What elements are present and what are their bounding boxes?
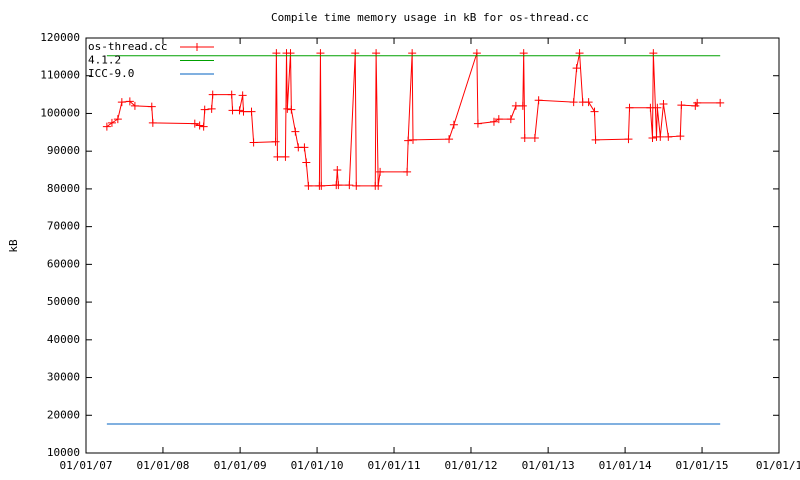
point-marker (148, 118, 157, 127)
point-marker (287, 105, 296, 114)
point-marker (404, 136, 413, 145)
point-marker (648, 133, 657, 142)
point-marker (125, 97, 134, 106)
point-marker (117, 98, 126, 107)
point-marker (656, 132, 665, 141)
x-tick-label: 01/01/12 (444, 459, 497, 472)
point-marker (449, 120, 458, 129)
legend-marker (193, 43, 201, 51)
point-marker (352, 181, 361, 190)
point-marker (107, 118, 116, 127)
x-tick-label: 01/01/07 (60, 459, 113, 472)
legend-label: os-thread.cc (88, 40, 167, 53)
x-tick-label: 01/01/13 (522, 459, 575, 472)
y-tick-label: 20000 (47, 408, 80, 421)
x-tick-label: 01/01/11 (368, 459, 421, 472)
plot-frame (85, 37, 780, 454)
point-marker (646, 103, 655, 112)
point-marker (345, 181, 354, 190)
point-marker (625, 103, 634, 112)
y-tick-label: 80000 (47, 182, 80, 195)
point-marker (624, 135, 633, 144)
point-marker (693, 98, 702, 107)
point-marker (207, 104, 216, 113)
point-marker (677, 101, 686, 110)
point-marker (473, 119, 482, 128)
y-tick-label: 10000 (47, 446, 80, 459)
chart-title: Compile time memory usage in kB for os-t… (271, 11, 589, 24)
y-axis-label: kB (7, 239, 20, 253)
point-marker (591, 135, 600, 144)
point-marker (333, 166, 342, 175)
x-tick-label: 01/01/08 (136, 459, 189, 472)
point-marker (408, 135, 417, 144)
point-marker (283, 104, 292, 113)
point-marker (304, 181, 313, 190)
point-marker (569, 98, 578, 107)
point-marker (199, 122, 208, 131)
point-marker (208, 90, 217, 99)
point-marker (664, 132, 673, 141)
point-marker (534, 96, 543, 105)
point-marker (271, 137, 280, 146)
point-marker (281, 152, 290, 161)
point-marker (676, 132, 685, 141)
point-marker (334, 181, 343, 190)
point-marker (249, 138, 258, 147)
point-marker (300, 143, 309, 152)
point-marker (195, 121, 204, 130)
y-tick-label: 30000 (47, 371, 80, 384)
y-tick-label: 70000 (47, 220, 80, 233)
point-marker (590, 107, 599, 116)
point-marker (102, 122, 111, 131)
x-tick-label: 01/01/10 (291, 459, 344, 472)
y-tick-label: 110000 (40, 69, 80, 82)
y-tick-label: 50000 (47, 295, 80, 308)
x-tick-label: 01/01/1 (756, 459, 800, 472)
point-marker (374, 181, 383, 190)
point-marker (445, 135, 454, 144)
point-marker (716, 98, 725, 107)
y-tick-label: 100000 (40, 106, 80, 119)
point-marker (239, 107, 248, 116)
point-marker (228, 106, 237, 115)
point-marker (147, 102, 156, 111)
point-marker (238, 91, 247, 100)
point-marker (572, 64, 581, 73)
point-marker (113, 115, 122, 124)
point-marker (494, 115, 503, 124)
point-marker (235, 106, 244, 115)
point-marker (489, 117, 498, 126)
legend-label: 4.1.2 (88, 54, 121, 67)
point-marker (653, 103, 662, 112)
y-tick-label: 40000 (47, 333, 80, 346)
point-marker (273, 152, 282, 161)
y-tick-label: 90000 (47, 144, 80, 157)
y-tick-label: 60000 (47, 257, 80, 270)
point-marker (247, 107, 256, 116)
y-tick-label: 120000 (40, 31, 80, 44)
point-marker (511, 101, 520, 110)
legend-label: ICC-9.0 (88, 67, 134, 80)
point-marker (302, 158, 311, 167)
x-tick-label: 01/01/14 (599, 459, 652, 472)
point-marker (506, 115, 515, 124)
point-marker (518, 101, 527, 110)
point-marker (317, 181, 326, 190)
point-marker (130, 101, 139, 110)
point-marker (530, 133, 539, 142)
point-marker (376, 167, 385, 176)
x-tick-label: 01/01/15 (676, 459, 729, 472)
series-line (106, 52, 721, 187)
point-marker (403, 167, 412, 176)
point-marker (227, 90, 236, 99)
x-tick-label: 01/01/09 (214, 459, 267, 472)
point-marker (659, 100, 668, 109)
point-marker (584, 98, 593, 107)
point-marker (291, 127, 300, 136)
point-marker (520, 133, 529, 142)
point-marker (200, 105, 209, 114)
point-marker (190, 119, 199, 128)
